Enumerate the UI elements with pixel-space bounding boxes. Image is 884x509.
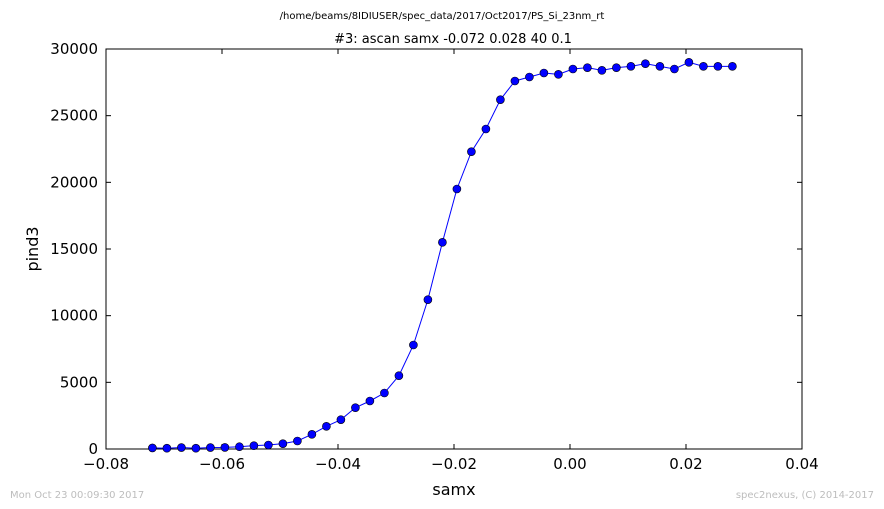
data-point — [191, 443, 201, 453]
data-point — [728, 62, 737, 71]
footer-timestamp: Mon Oct 23 00:09:30 2017 — [10, 490, 145, 501]
data-point — [583, 63, 592, 72]
data-point — [264, 440, 273, 450]
data-point — [351, 403, 360, 412]
data-point — [220, 443, 230, 452]
y-axis-label: pind3 — [23, 226, 42, 271]
data-point — [670, 64, 679, 74]
data-point — [597, 66, 607, 75]
x-axis-label: samx — [432, 480, 475, 499]
x-tick-label: 0.04 — [785, 455, 818, 473]
x-tick-label: −0.06 — [199, 455, 245, 473]
data-point — [249, 441, 259, 450]
data-point — [496, 95, 505, 104]
data-point — [177, 443, 186, 452]
x-tick-label: 0.02 — [669, 455, 702, 473]
data-point — [713, 62, 723, 71]
data-point — [626, 62, 636, 71]
data-point — [467, 147, 476, 156]
data-point — [293, 436, 302, 446]
data-point — [452, 184, 462, 194]
chart-suptitle: /home/beams/8IDIUSER/spec_data/2017/Oct2… — [280, 11, 605, 22]
y-tick-label: 30000 — [50, 40, 98, 58]
data-point — [438, 238, 447, 247]
data-point — [510, 76, 520, 86]
data-point — [322, 422, 331, 431]
data-point — [423, 295, 433, 304]
data-point — [394, 371, 404, 380]
x-tick-label: −0.08 — [83, 455, 129, 473]
y-tick-label: 5000 — [60, 373, 98, 391]
y-axis-ticks: 0 5000 10000 15000 20000 25000 30000 — [50, 40, 802, 458]
y-tick-label: 20000 — [50, 173, 98, 191]
data-point — [307, 430, 317, 439]
y-tick-label: 15000 — [50, 240, 98, 258]
data-point — [699, 62, 708, 71]
x-tick-label: 0.00 — [553, 455, 586, 473]
data-point — [641, 59, 650, 68]
footer-credit: spec2nexus, (C) 2014-2017 — [735, 490, 874, 501]
data-point — [278, 439, 288, 448]
y-tick-label: 25000 — [50, 107, 98, 125]
x-axis-ticks: −0.08 −0.06 −0.04 −0.02 0.00 0.02 0.04 — [83, 49, 819, 473]
data-point — [162, 443, 172, 453]
data-point — [539, 68, 549, 78]
y-tick-label: 10000 — [50, 307, 98, 325]
data-point — [409, 340, 418, 350]
series-markers — [148, 58, 737, 453]
data-point — [612, 63, 621, 72]
x-tick-label: −0.04 — [315, 455, 361, 473]
x-tick-label: −0.02 — [431, 455, 477, 473]
data-point — [380, 388, 389, 398]
y-tick-label: 0 — [88, 440, 98, 458]
data-point — [206, 443, 215, 452]
data-point — [525, 72, 534, 82]
chart-title: #3: ascan samx -0.072 0.028 40 0.1 — [334, 32, 572, 47]
data-point — [365, 396, 375, 406]
data-point — [235, 442, 244, 452]
data-point — [481, 124, 491, 134]
data-point — [554, 70, 563, 79]
data-point — [148, 443, 157, 453]
data-point — [568, 64, 578, 74]
data-point — [684, 58, 694, 67]
data-point — [655, 62, 665, 71]
data-point — [336, 415, 346, 424]
plot-area — [105, 48, 803, 450]
